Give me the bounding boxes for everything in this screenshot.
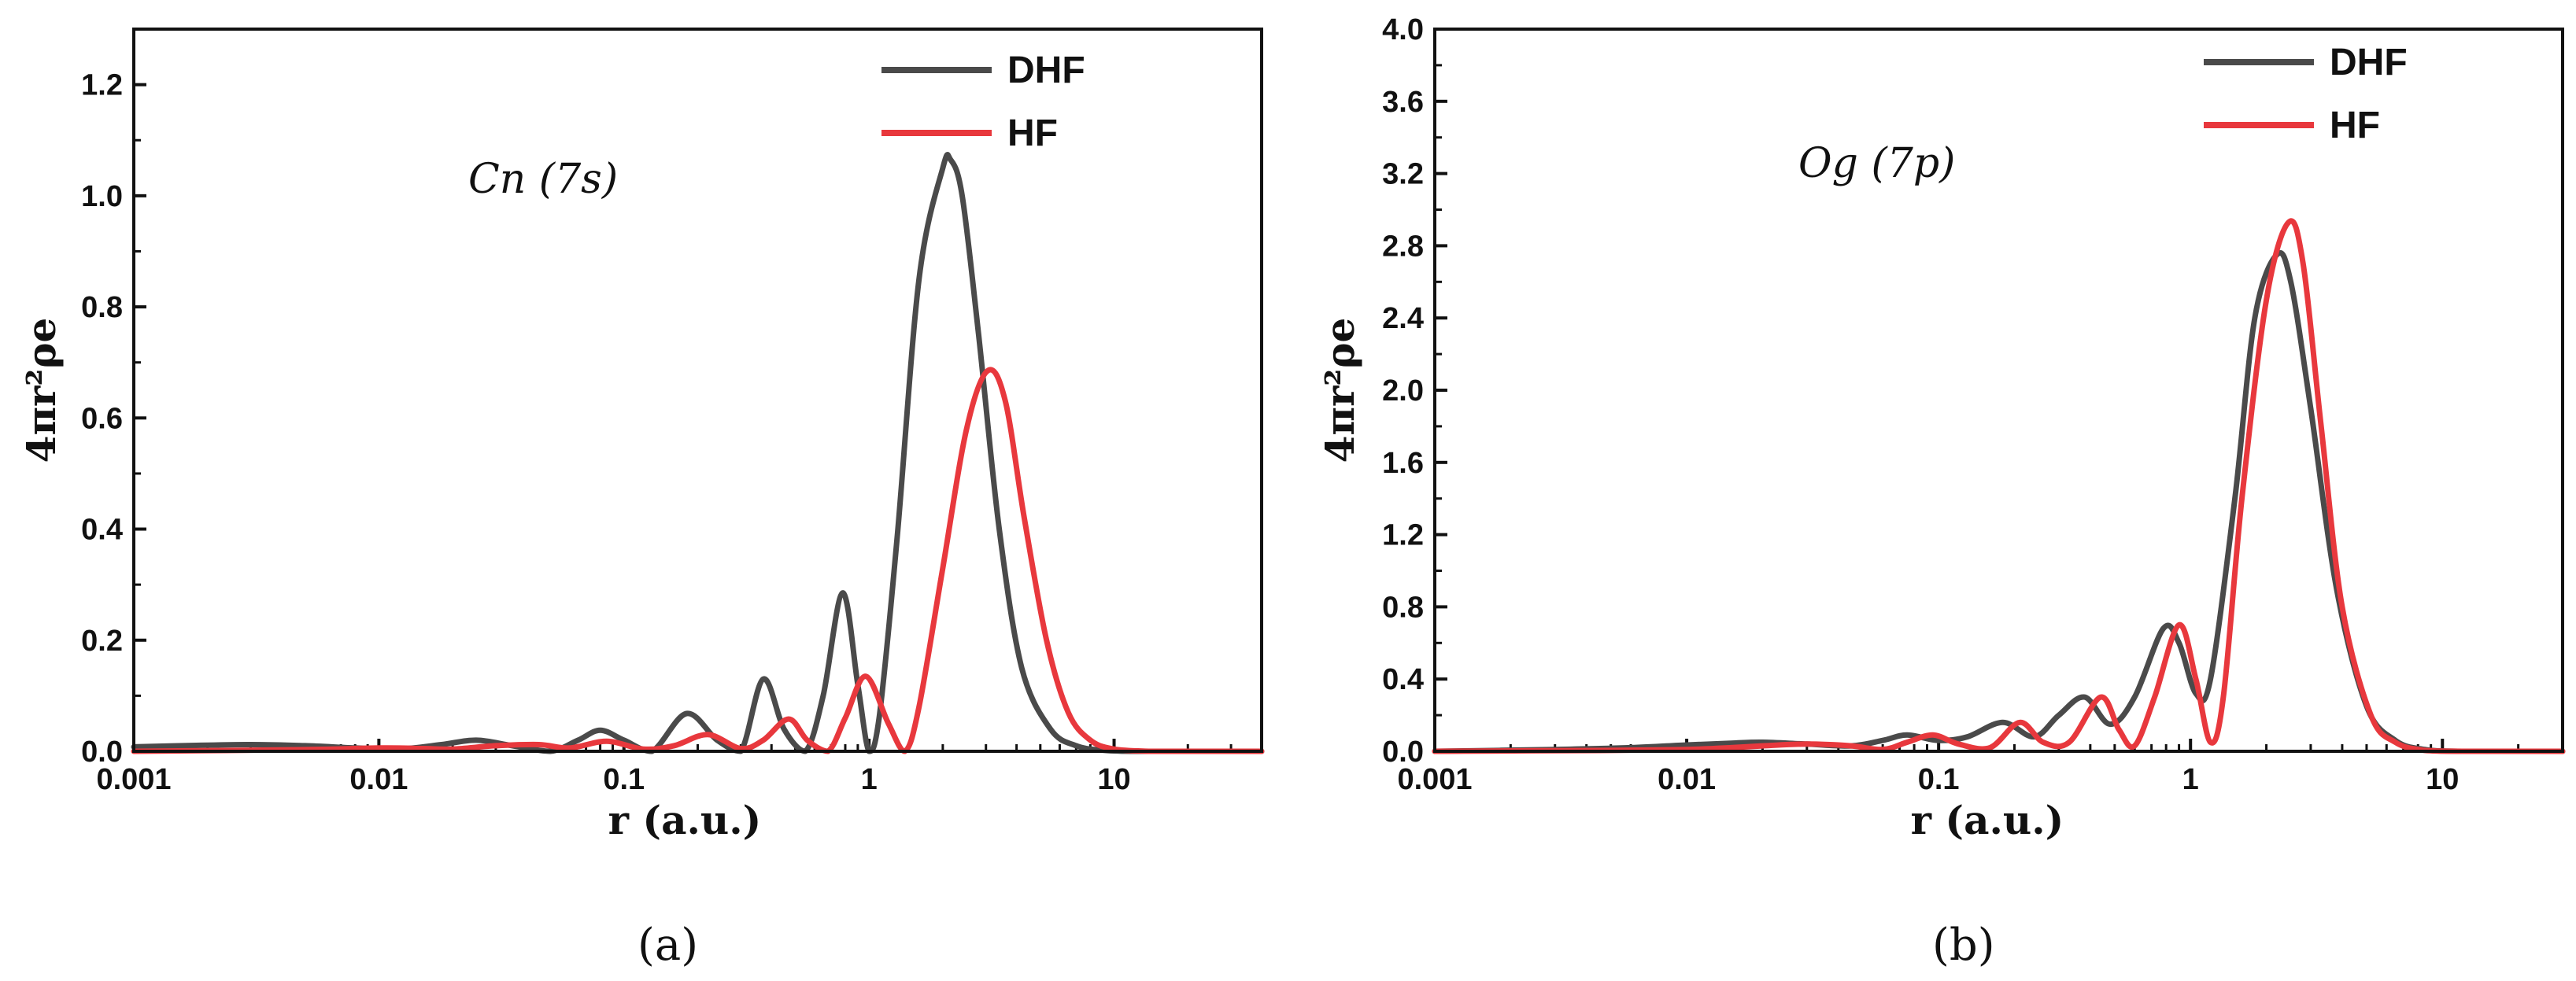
y-tick-label: 0.4: [1382, 663, 1424, 696]
x-tick-label: 1: [861, 763, 878, 796]
y-tick-label: 0.4: [81, 514, 123, 547]
x-tick-label: 0.01: [349, 763, 408, 796]
plot-frame: [132, 28, 1263, 753]
element-annotation: Cn (7s): [468, 156, 618, 203]
y-tick-label: 1.6: [1382, 447, 1424, 480]
panel-b: 4πr²ρe r (a.u.) Og (7p) (b) 0.0 0.4 0.8 1.2…: [1317, 13, 2566, 971]
legend-label-hf: HF: [2330, 105, 2380, 146]
panel-a: 4πr²ρe r (a.u.) Cn (7s) (a) 0.0 0.2 0.4 0.6…: [18, 28, 1265, 971]
y-axis-title: 4πr²ρe: [1317, 318, 1363, 463]
x-tick-label: 0.001: [1397, 763, 1472, 796]
y-tick-label: 2.8: [1382, 230, 1424, 263]
y-tick-label: 3.6: [1382, 86, 1424, 119]
y-axis-title: 4πr²ρe: [18, 318, 65, 463]
x-tick-label: 0.1: [603, 763, 645, 796]
y-tick-label: 0.2: [81, 625, 123, 658]
legend-label-dhf: DHF: [2330, 42, 2408, 83]
y-tick-label: 1.2: [1382, 519, 1424, 552]
x-axis-title: r (a.u.): [608, 797, 762, 843]
y-tick-label: 4.0: [1382, 13, 1424, 46]
y-tick-label: 0.6: [81, 402, 123, 435]
y-tick-label: 2.4: [1382, 302, 1424, 335]
y-tick-label: 1.0: [81, 180, 123, 213]
series-line-hf: [131, 367, 1265, 754]
x-axis-title: r (a.u.): [1911, 797, 2064, 843]
y-axis-ticks: 0.0 0.4 0.8 1.2 1.6 2.0 2.4 2.8 3.2 3.6 4.0: [1382, 13, 1447, 769]
x-tick-label: 1: [2182, 763, 2199, 796]
x-tick-label: 0.1: [1918, 763, 1960, 796]
y-tick-label: 0.8: [1382, 591, 1424, 624]
y-tick-label: 2.0: [1382, 374, 1424, 408]
element-annotation: Og (7p): [1798, 140, 1955, 187]
y-tick-label: 0.8: [81, 291, 123, 324]
x-tick-label: 10: [2426, 763, 2459, 796]
series-lines: [1432, 218, 2566, 754]
y-tick-label: 3.2: [1382, 158, 1424, 191]
panel-label: (b): [1932, 920, 1995, 971]
y-tick-label: 0.0: [1382, 736, 1424, 769]
series-line-dhf: [131, 152, 1265, 754]
plot-frame: [1433, 28, 2564, 753]
series-lines: [131, 152, 1265, 754]
y-axis-ticks: 0.0 0.2 0.4 0.6 0.8 1.0 1.2: [81, 69, 146, 769]
y-tick-label: 1.2: [81, 69, 123, 102]
legend: DHF HF: [881, 50, 1085, 154]
x-tick-label: 0.001: [96, 763, 171, 796]
legend: DHF HF: [2204, 42, 2408, 146]
series-line-hf: [1432, 218, 2566, 754]
legend-label-hf: HF: [1007, 112, 1058, 154]
x-tick-label: 0.01: [1658, 763, 1716, 796]
series-line-dhf: [1432, 249, 2566, 754]
panel-label: (a): [638, 920, 698, 971]
y-tick-label: 0.0: [81, 736, 123, 769]
x-tick-label: 10: [1097, 763, 1130, 796]
legend-label-dhf: DHF: [1007, 50, 1085, 91]
